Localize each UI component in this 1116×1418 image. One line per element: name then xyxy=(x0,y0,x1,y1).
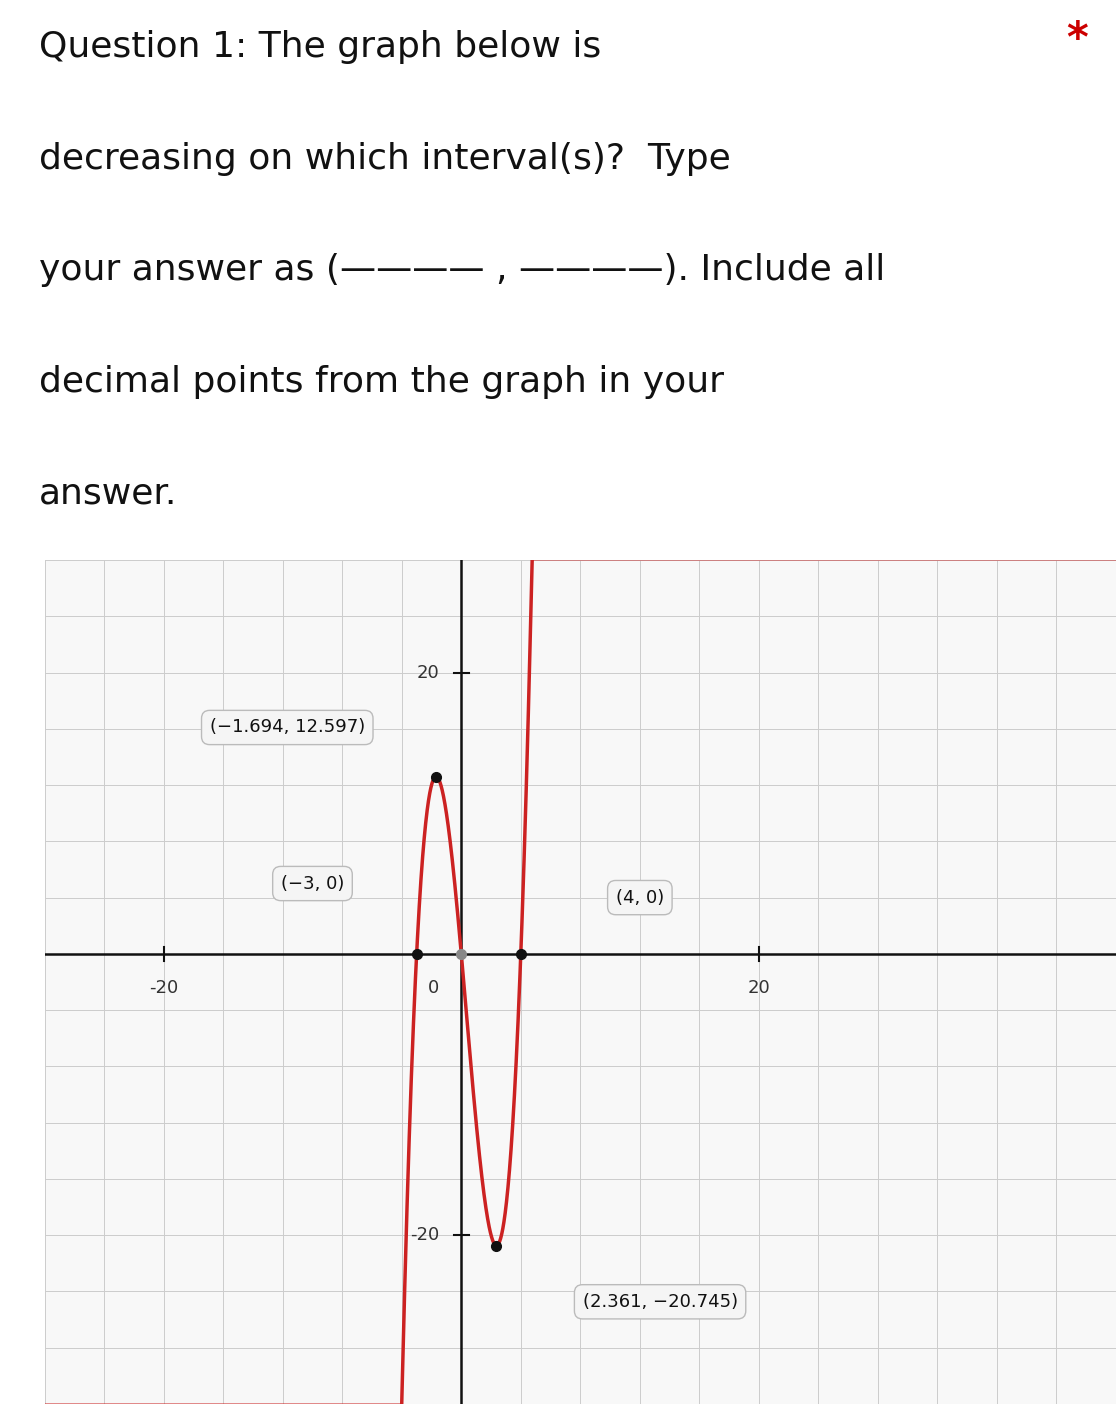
Text: *: * xyxy=(1067,20,1088,61)
Text: 20: 20 xyxy=(416,664,439,682)
Text: (−3, 0): (−3, 0) xyxy=(281,875,344,892)
Text: Question 1: The graph below is: Question 1: The graph below is xyxy=(39,30,602,64)
Text: your answer as (———— , ————). Include all: your answer as (———— , ————). Include al… xyxy=(39,254,885,288)
Text: -20: -20 xyxy=(150,980,179,997)
Text: decreasing on which interval(s)?  Type: decreasing on which interval(s)? Type xyxy=(39,142,731,176)
Text: (−1.694, 12.597): (−1.694, 12.597) xyxy=(210,719,365,736)
Text: -20: -20 xyxy=(410,1227,439,1244)
Text: (4, 0): (4, 0) xyxy=(616,889,664,906)
Text: 0: 0 xyxy=(427,980,439,997)
Text: decimal points from the graph in your: decimal points from the graph in your xyxy=(39,364,724,398)
Text: answer.: answer. xyxy=(39,476,177,510)
Text: 20: 20 xyxy=(748,980,770,997)
Text: (2.361, −20.745): (2.361, −20.745) xyxy=(583,1293,738,1310)
